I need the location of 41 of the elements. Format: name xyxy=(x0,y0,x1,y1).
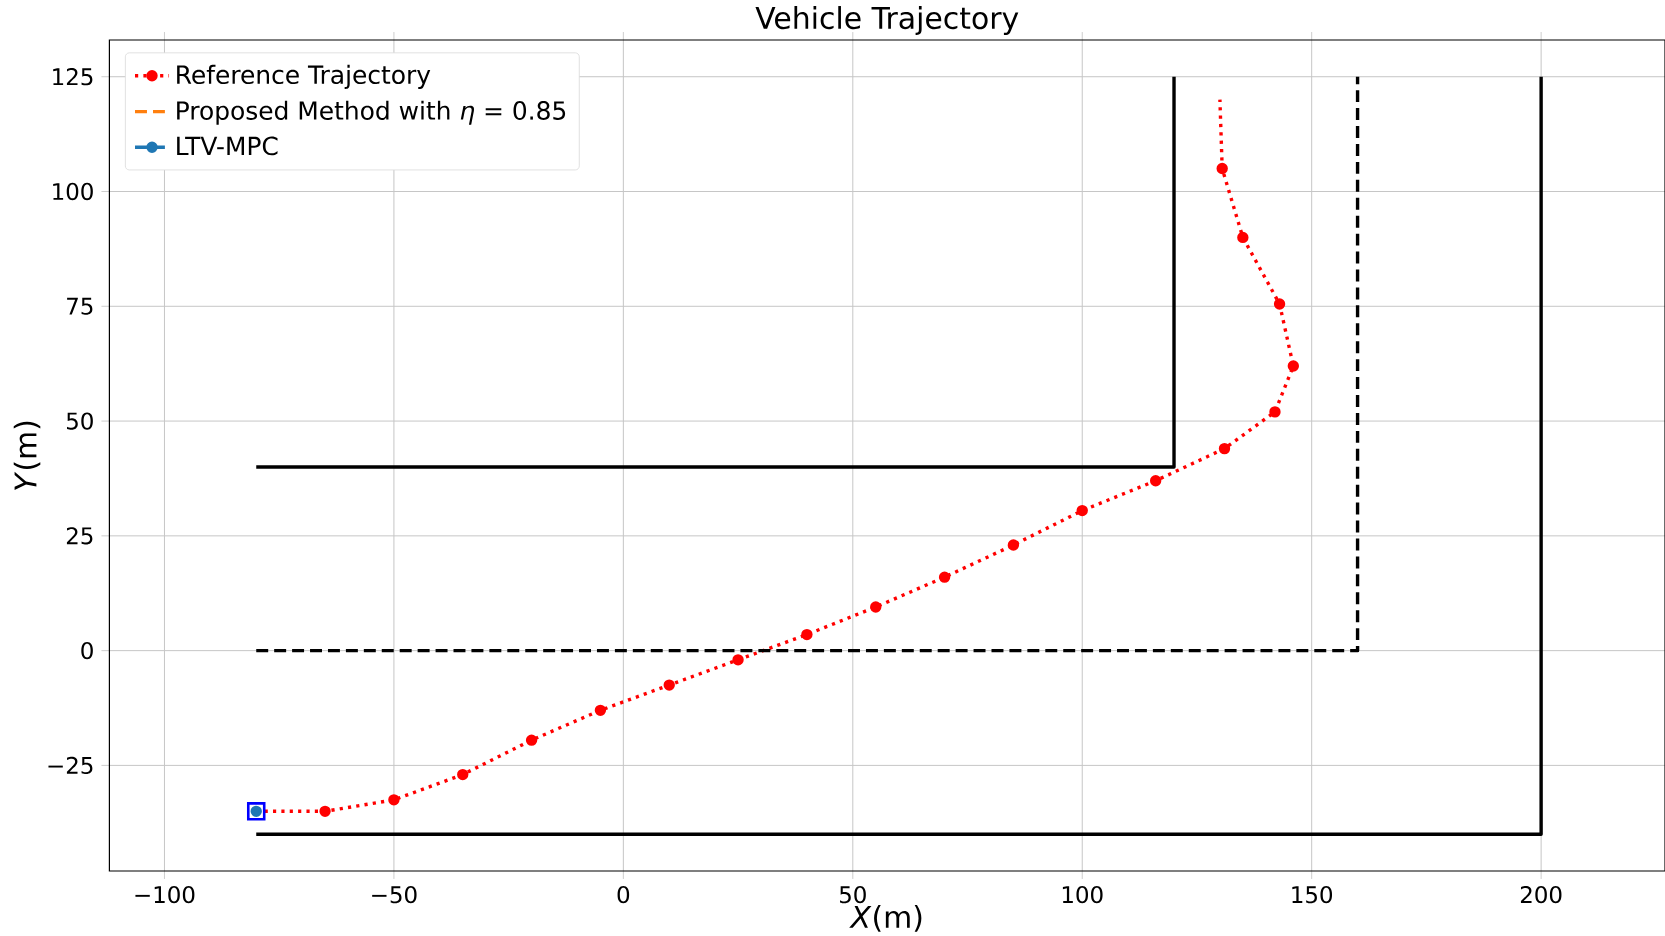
legend-label: Reference Trajectory xyxy=(177,64,431,89)
legend-label: LTV-MPC xyxy=(177,136,278,156)
x-tick-label: 200 xyxy=(1520,886,1562,904)
y-axis-title: Y(m) xyxy=(13,421,41,490)
x-axis-title: X(m) xyxy=(849,905,922,932)
point xyxy=(594,704,607,716)
point xyxy=(1218,442,1231,455)
y-tick-label: 75 xyxy=(67,297,93,315)
x-tick-label: 50 xyxy=(840,886,866,904)
point xyxy=(1237,231,1249,244)
point xyxy=(1273,298,1286,310)
y-tick-label: 50 xyxy=(67,412,93,430)
y-tick-label: 100 xyxy=(53,182,93,201)
y-tick-label: 25 xyxy=(66,527,93,545)
point xyxy=(1007,539,1020,551)
x-tick-label: 0 xyxy=(617,886,630,904)
point xyxy=(246,802,266,821)
point xyxy=(525,734,538,746)
point xyxy=(1269,406,1281,418)
x-tick-label: 150 xyxy=(1292,886,1333,904)
point xyxy=(1287,360,1300,372)
legend-label: Proposed Method with η = 0.85 xyxy=(177,100,566,125)
point xyxy=(732,654,744,666)
point xyxy=(663,679,675,691)
x-tick-label: −100 xyxy=(135,886,195,904)
point xyxy=(938,571,951,583)
point xyxy=(1076,504,1088,517)
point xyxy=(1216,162,1228,175)
chart-title: Vehicle Trajectory xyxy=(755,6,1019,35)
x-tick-label: −50 xyxy=(372,886,417,904)
point xyxy=(870,601,882,613)
point xyxy=(457,768,469,781)
point xyxy=(1149,475,1162,487)
x-tick-label: 100 xyxy=(1062,886,1103,904)
point xyxy=(388,794,400,806)
point xyxy=(250,805,262,817)
point xyxy=(801,628,813,641)
point xyxy=(319,805,331,817)
y-tick-label: 125 xyxy=(53,68,93,86)
y-tick-label: −25 xyxy=(48,756,93,775)
y-tick-label: 0 xyxy=(81,641,93,660)
